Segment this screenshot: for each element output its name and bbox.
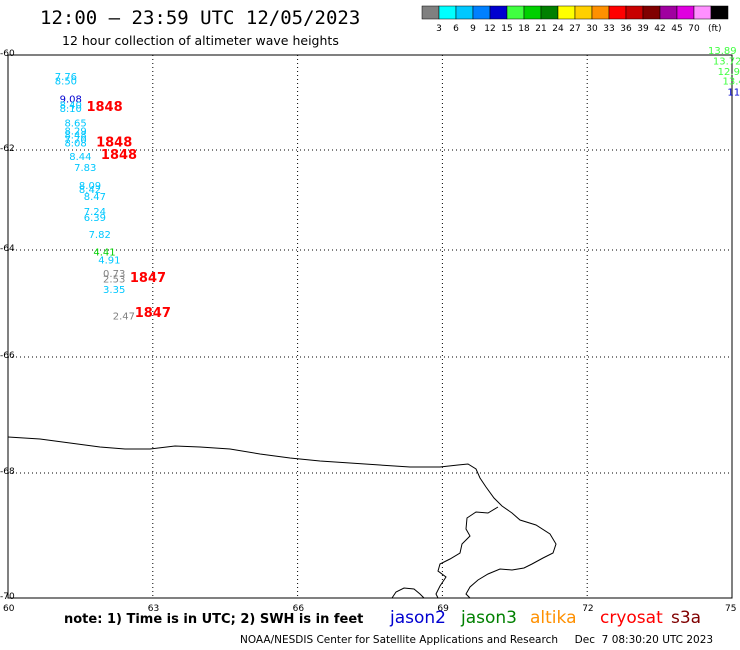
wave-height-value: 13.45 <box>723 76 740 87</box>
pass-time-label: 1848 <box>86 100 122 115</box>
satellite-legend-item: jason2 <box>390 608 446 628</box>
pass-time-label: 1848 <box>101 148 137 163</box>
wave-height-value: 8.40 <box>60 101 82 112</box>
wave-height-value: 8.47 <box>84 192 106 203</box>
color-bin-label: 42 <box>654 24 665 34</box>
wave-height-value: 7.70 <box>64 135 86 146</box>
color-bin-label: 3 <box>436 24 442 34</box>
page-title: 12:00 – 23:59 UTC 12/05/2023 <box>40 7 361 29</box>
page-subtitle: 12 hour collection of altimeter wave hei… <box>62 33 339 48</box>
wave-height-value: 2.47 <box>113 312 135 323</box>
color-bin-label: 70 <box>688 24 700 34</box>
color-bin-label: 36 <box>620 24 632 34</box>
color-bin-label: 27 <box>569 24 580 34</box>
color-bin-label: 6 <box>453 24 459 34</box>
color-bin-label: 15 <box>501 24 512 34</box>
wave-height-value: 8.10 <box>60 104 82 115</box>
color-bin-label: 9 <box>470 24 476 34</box>
color-bin-label: 39 <box>637 24 649 34</box>
wave-height-value: 7.24 <box>84 207 106 218</box>
wave-height-value: 8.50 <box>55 76 77 87</box>
pass-time-label: 1847 <box>135 306 171 321</box>
wave-height-value: 4.41 <box>93 247 115 258</box>
wave-height-value: 4.91 <box>98 255 120 266</box>
latitude-tick-label: -64 <box>0 244 15 254</box>
satellite-legend-item: cryosat <box>600 608 663 628</box>
longitude-tick-label: 72 <box>582 604 594 614</box>
longitude-tick-label: 66 <box>292 604 305 614</box>
wave-height-value: 7.82 <box>89 230 111 241</box>
color-bin-label: 24 <box>552 24 564 34</box>
color-bin-label: 33 <box>603 24 614 34</box>
latitude-tick-label: -60 <box>0 49 15 59</box>
wave-height-value: 3.35 <box>103 285 125 296</box>
wave-height-value: 6.39 <box>84 213 106 224</box>
longitude-tick-label: 75 <box>725 604 737 614</box>
wave-height-value: 8.29 <box>64 126 86 137</box>
pass-time-label: 1848 <box>96 136 132 151</box>
pass-time-label: 1847 <box>130 271 166 286</box>
latitude-tick-label: -70 <box>0 592 15 602</box>
satellite-legend-item: altika <box>530 608 577 628</box>
color-bin-label: 12 <box>484 24 495 34</box>
wave-height-value: 9.08 <box>60 95 82 106</box>
wave-height-value: 2.53 <box>103 275 125 286</box>
graticule <box>8 55 732 598</box>
longitude-tick-label: 63 <box>147 604 160 614</box>
satellite-legend-item: jason3 <box>461 608 517 628</box>
color-bin <box>710 5 729 20</box>
wave-height-map: 7.768.50 9.088.408.10 8.658.298.487.708.08… <box>7 46 740 599</box>
color-scale-legend: 3 6 9 12 15 18 21 24 27 30 33 36 39 42 45 70 (ft) <box>421 5 729 34</box>
wave-height-value: 7.83 <box>74 163 96 174</box>
wave-height-value: 8.42 <box>79 185 101 196</box>
wave-height-value: 0.73 <box>103 269 125 280</box>
coastline <box>7 436 557 599</box>
wave-height-value: 13.72 <box>713 57 740 68</box>
wave-height-value: 11.90 <box>727 87 740 98</box>
satellite-legend-item: s3a <box>671 608 702 628</box>
footer-note: note: 1) Time is in UTC; 2) SWH is in fe… <box>64 612 364 627</box>
longitude-tick-label: 60 <box>3 604 15 614</box>
color-bin-label: 18 <box>518 24 530 34</box>
coastline-inlet <box>435 506 499 599</box>
color-bin-label: 21 <box>535 24 546 34</box>
wave-height-value: 12.90 <box>718 67 740 78</box>
latitude-tick-label: -66 <box>0 351 15 361</box>
color-bin-label: 45 <box>671 24 682 34</box>
wave-height-value: 7.76 <box>55 72 77 83</box>
color-bin-label: 30 <box>586 24 598 34</box>
latitude-tick-label: -62 <box>0 144 15 154</box>
wave-height-value: 13.89 <box>708 46 737 57</box>
map-frame <box>7 54 733 599</box>
wave-height-value: 8.48 <box>64 131 86 142</box>
color-scale-unit: (ft) <box>708 24 722 34</box>
longitude-tick-label: 69 <box>437 604 449 614</box>
wave-height-value: 8.09 <box>79 181 101 192</box>
wave-height-value: 8.65 <box>64 118 86 129</box>
coastline-island <box>391 587 425 599</box>
wave-height-value: 8.44 <box>69 152 91 163</box>
latitude-tick-label: -68 <box>0 467 15 477</box>
credit-line: NOAA/NESDIS Center for Satellite Applica… <box>240 634 714 646</box>
wave-height-value: 8.08 <box>64 139 86 150</box>
